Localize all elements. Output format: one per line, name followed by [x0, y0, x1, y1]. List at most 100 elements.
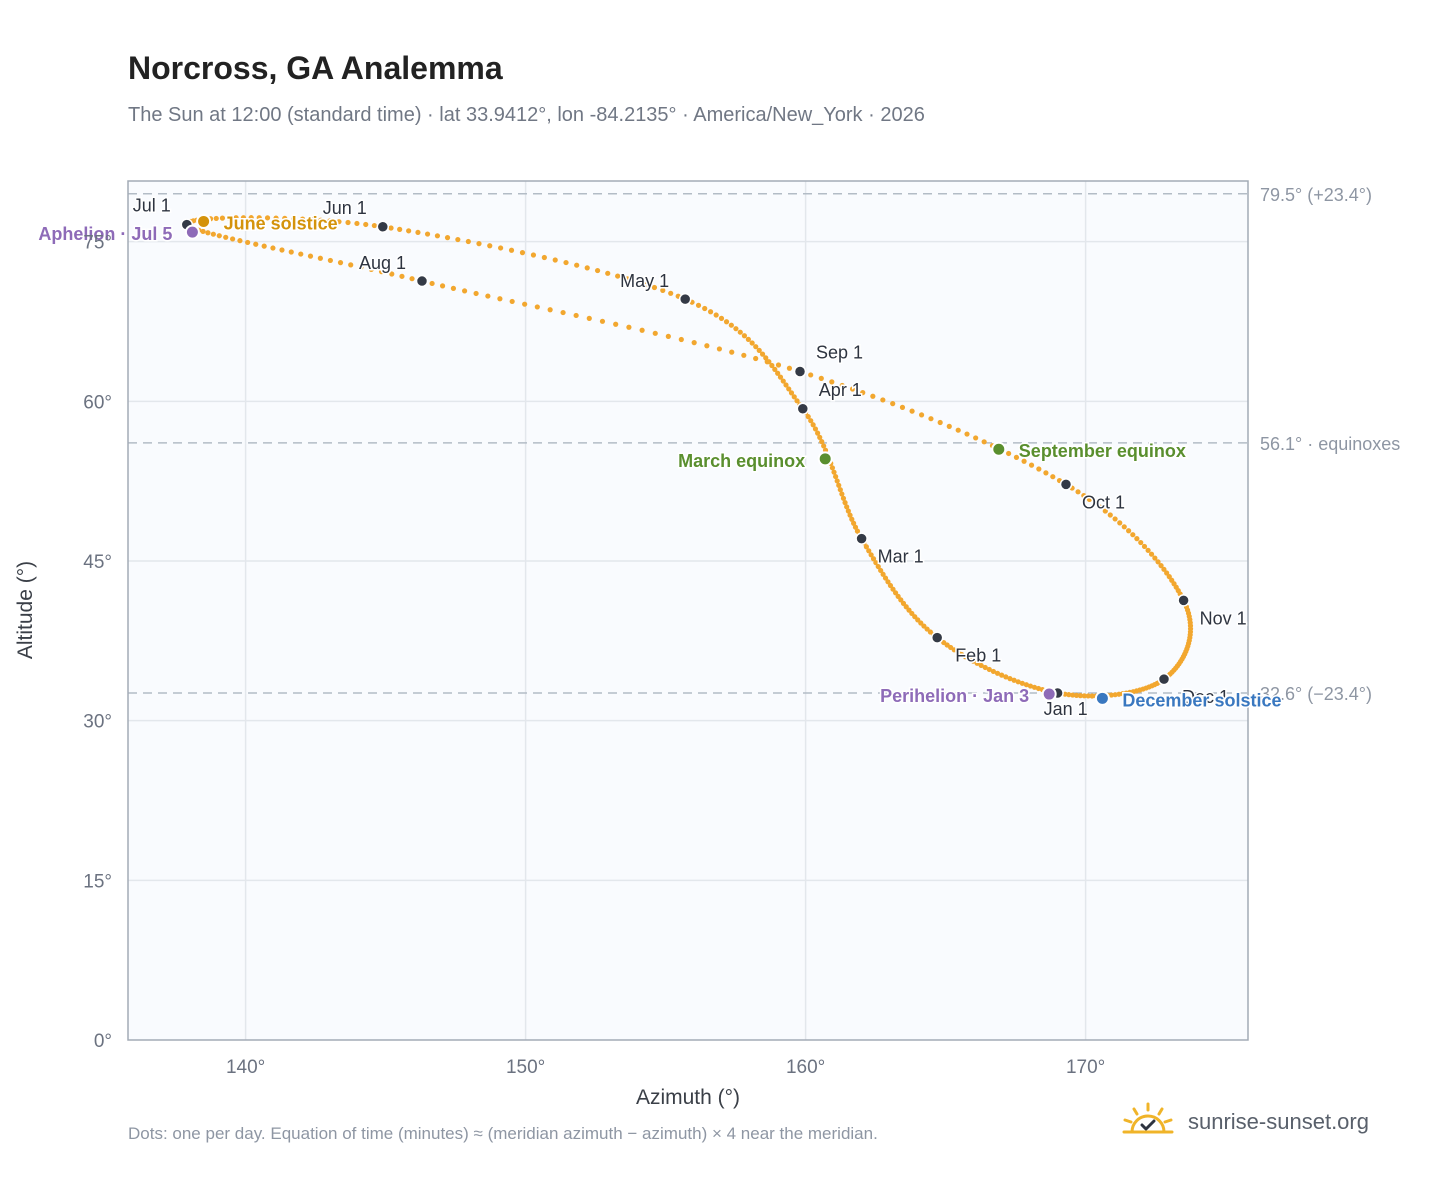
daily-dot — [643, 281, 649, 288]
daily-dot — [868, 552, 874, 558]
daily-dot — [465, 238, 471, 245]
daily-dot — [639, 327, 645, 333]
daily-dot — [863, 544, 869, 550]
daily-dot — [994, 670, 1001, 676]
daily-dot — [786, 386, 792, 392]
reference-label: 56.1° · equinoxes — [1260, 434, 1400, 454]
event-label: December solstice — [1122, 690, 1281, 710]
daily-dot — [1145, 547, 1151, 553]
daily-dot — [509, 298, 515, 305]
event-label: September equinox — [1019, 441, 1186, 461]
daily-dot — [840, 495, 847, 501]
daily-dot — [434, 233, 441, 239]
daily-dot — [282, 215, 288, 221]
daily-dot — [852, 524, 859, 530]
daily-dot — [519, 250, 526, 256]
y-tick-label: 60° — [83, 392, 112, 413]
daily-dot — [1097, 504, 1103, 510]
daily-dot — [317, 255, 323, 261]
daily-dot — [882, 575, 889, 581]
daily-dot — [327, 218, 333, 224]
month-label: Sep 1 — [816, 343, 863, 363]
daily-dot — [844, 504, 850, 510]
daily-dot — [723, 319, 730, 325]
month-label: May 1 — [620, 271, 669, 291]
daily-dot — [1092, 500, 1098, 506]
daily-dot — [605, 270, 611, 276]
daily-dot — [424, 231, 431, 237]
event-marker — [196, 213, 212, 229]
daily-dot — [429, 280, 435, 287]
daily-dot — [836, 482, 842, 488]
daily-dot — [368, 266, 374, 272]
daily-dot — [213, 215, 219, 222]
event-label: June solstice — [224, 213, 338, 233]
daily-dot — [1138, 539, 1144, 546]
daily-dot — [599, 318, 606, 324]
daily-dot — [783, 382, 789, 388]
daily-dot — [812, 426, 819, 432]
month-markers: Jan 1 Feb 1 Mar 1 Apr 1 May 1 Jun 1 Jul 1 Aug 1… — [131, 194, 1248, 720]
daily-dot — [704, 343, 710, 349]
daily-dot — [870, 556, 877, 562]
grid-lines — [128, 181, 1248, 1040]
daily-dot — [415, 229, 421, 236]
daily-dot — [873, 560, 879, 566]
daily-dot — [791, 394, 797, 400]
y-tick-label: 15° — [83, 871, 112, 892]
daily-dot — [439, 283, 446, 289]
sun-horizon-check-icon — [1122, 1102, 1174, 1134]
daily-dot — [307, 253, 314, 259]
daily-dot — [794, 398, 800, 404]
daily-dot — [808, 372, 814, 378]
brand-name: sunrise-sunset.org — [1188, 1109, 1369, 1134]
daily-dot — [1141, 543, 1148, 550]
event-label: Perihelion · Jan 3 — [880, 686, 1029, 706]
month-marker — [793, 365, 807, 378]
plot-frame — [127, 180, 1249, 1041]
daily-dot — [534, 304, 540, 310]
daily-dot — [586, 315, 592, 321]
daily-dot — [497, 296, 503, 302]
daily-dot — [999, 672, 1005, 678]
daily-dot — [946, 423, 952, 429]
chart-subtitle: The Sun at 12:00 (standard time) · lat 3… — [128, 104, 925, 126]
daily-dot — [1011, 677, 1017, 683]
daily-dot — [245, 239, 251, 246]
daily-dot — [845, 508, 851, 514]
daily-dot — [1006, 450, 1012, 457]
daily-dot — [978, 662, 984, 669]
daily-dot — [1077, 693, 1083, 699]
daily-dot — [444, 235, 451, 241]
daily-dot — [309, 217, 315, 223]
daily-dot — [860, 390, 866, 396]
event-marker — [1094, 690, 1110, 706]
y-tick-label: 75° — [83, 233, 112, 254]
daily-dot — [487, 243, 493, 249]
brand[interactable]: sunrise-sunset.org — [1120, 1102, 1369, 1142]
daily-dot — [498, 245, 504, 251]
daily-dot — [854, 528, 861, 534]
month-marker — [1157, 672, 1171, 686]
daily-dot — [1112, 692, 1118, 698]
plot-area — [128, 181, 1248, 1040]
daily-dot — [870, 393, 876, 399]
daily-dot — [552, 257, 558, 263]
daily-dot — [256, 215, 262, 221]
daily-dot — [476, 241, 482, 247]
daily-dot — [668, 290, 674, 296]
daily-dot — [918, 412, 925, 418]
daily-dot — [829, 465, 836, 471]
daily-dot — [1035, 685, 1042, 692]
daily-dot — [713, 312, 719, 318]
daily-dot — [219, 215, 226, 221]
daily-dot — [834, 478, 840, 484]
month-label: Jan 1 — [1044, 699, 1088, 719]
daily-dot — [1121, 524, 1127, 530]
daily-dot — [1155, 559, 1161, 565]
daily-dot — [1086, 496, 1093, 503]
month-label: Jun 1 — [323, 198, 367, 218]
daily-dot — [851, 520, 857, 526]
daily-dot — [288, 249, 294, 255]
